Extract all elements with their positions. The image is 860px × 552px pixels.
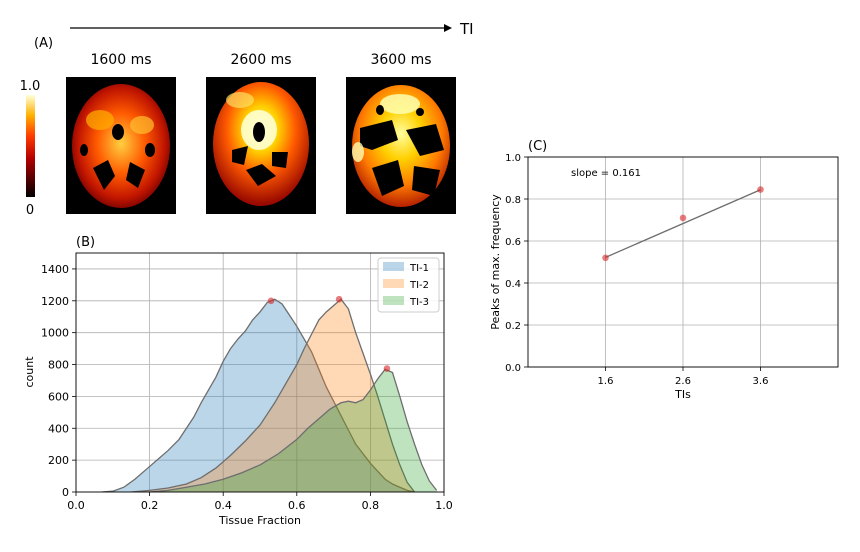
panel-b-label: (B) [76,235,95,250]
panel-b-xlabel: Tissue Fraction [218,514,301,527]
peak-marker-ti-3 [383,365,391,372]
data-point [602,254,609,262]
panel-c-yticks: 0.0 0.2 0.4 0.6 0.8 1.0 [505,153,528,374]
panel-b-ytick-label: 1400 [41,263,69,276]
panel-c-xlabel: TIs [674,388,691,401]
time-label-1600: 1600 ms [90,52,151,68]
area-outline-ti-3 [149,368,438,492]
panel-b-ytick-label: 1000 [41,327,69,340]
legend-box [377,257,440,313]
brain-map-2600 [206,77,316,214]
panel-c-ytick-label: 0.6 [505,237,521,248]
data-point [679,214,687,222]
colorbar-min-label: 0 [26,203,34,218]
ti-arrow-label: TI [459,20,474,38]
data-point [757,186,764,193]
panel-c-ylabel: Peaks of max. frequency [489,194,502,330]
peak-marker-ti-2 [335,295,343,303]
brain-map-3600 [346,77,456,214]
panel-c-ytick-label: 0.2 [505,321,521,332]
ti-arrow-head [444,24,452,32]
brain-map-1600 [66,77,176,214]
panel-c-ytick-label: 1.0 [505,153,521,164]
panel-a: (A) TI 1.0 0 1600 ms 2600 ms 3600 ms [20,20,474,218]
legend-label-ti3: TI-3 [409,297,429,308]
area-ti-2 [131,299,415,492]
panel-b-legend: TI-1 TI-2 TI-3 [377,257,440,313]
panel-b-ytick-label: 200 [48,454,69,467]
legend-label-ti1: TI-1 [409,263,429,274]
panel-b-yticks: 0 200 400 600 800 1000 1200 1400 [41,263,76,499]
panel-b-frame [75,252,445,493]
colorbar [26,95,35,197]
panel-c-xtick-label: 1.6 [598,376,614,387]
legend-swatch-ti2 [383,279,404,288]
panel-b-xtick-label: 0.8 [362,499,380,512]
panel-b-areas [101,298,438,492]
panel-c-xticks: 1.6 2.6 3.6 [598,367,769,387]
fit-line [605,189,761,258]
legend-label-ti2: TI-2 [409,280,429,291]
panel-b-ytick-label: 800 [48,359,69,372]
panel-b-xtick-label: 0.6 [288,499,306,512]
panel-c-ytick-label: 0.0 [505,363,521,374]
panel-c-fit [605,189,761,258]
panel-b: (B) 0.0 0.2 0.4 0.6 0.8 1.0 0 200 400 600 800 1000… [23,235,453,527]
panel-c-xtick-label: 2.6 [675,376,691,387]
panel-b-xtick-label: 1.0 [435,499,453,512]
time-label-2600: 2600 ms [230,52,291,68]
panel-c-points [602,186,764,262]
peak-marker-ti-1 [267,297,275,305]
area-ti-1 [101,299,415,492]
panel-c-ytick-label: 0.8 [505,195,521,206]
panel-b-xtick-label: 0.0 [67,499,85,512]
panel-b-ytick-label: 400 [48,422,69,435]
panel-b-xticks: 0.0 0.2 0.4 0.6 0.8 1.0 [67,492,453,512]
colorbar-max-label: 1.0 [20,79,41,94]
panel-c: (C) 1.6 2.6 3.6 0.0 0.2 0.4 0.6 0.8 1.0 slope =… [489,139,839,401]
time-label-3600: 3600 ms [370,52,431,68]
panel-c-ytick-label: 0.4 [505,279,521,290]
legend-swatch-ti3 [383,296,404,305]
area-ti-3 [149,369,437,492]
area-outline-ti-2 [131,298,416,492]
panel-c-xtick-label: 3.6 [753,376,769,387]
panel-b-xtick-label: 0.2 [141,499,159,512]
panel-c-slope-annotation: slope = 0.161 [571,168,641,179]
panel-c-label: (C) [528,139,547,154]
panel-a-label: (A) [34,36,53,51]
panel-b-ytick-label: 600 [48,390,69,403]
legend-swatch-ti1 [383,262,404,271]
panel-b-peaks [267,295,391,372]
panel-b-ytick-label: 1200 [41,295,69,308]
panel-b-ytick-label: 0 [62,486,69,499]
panel-b-ylabel: count [23,356,36,388]
panel-b-xtick-label: 0.4 [214,499,232,512]
